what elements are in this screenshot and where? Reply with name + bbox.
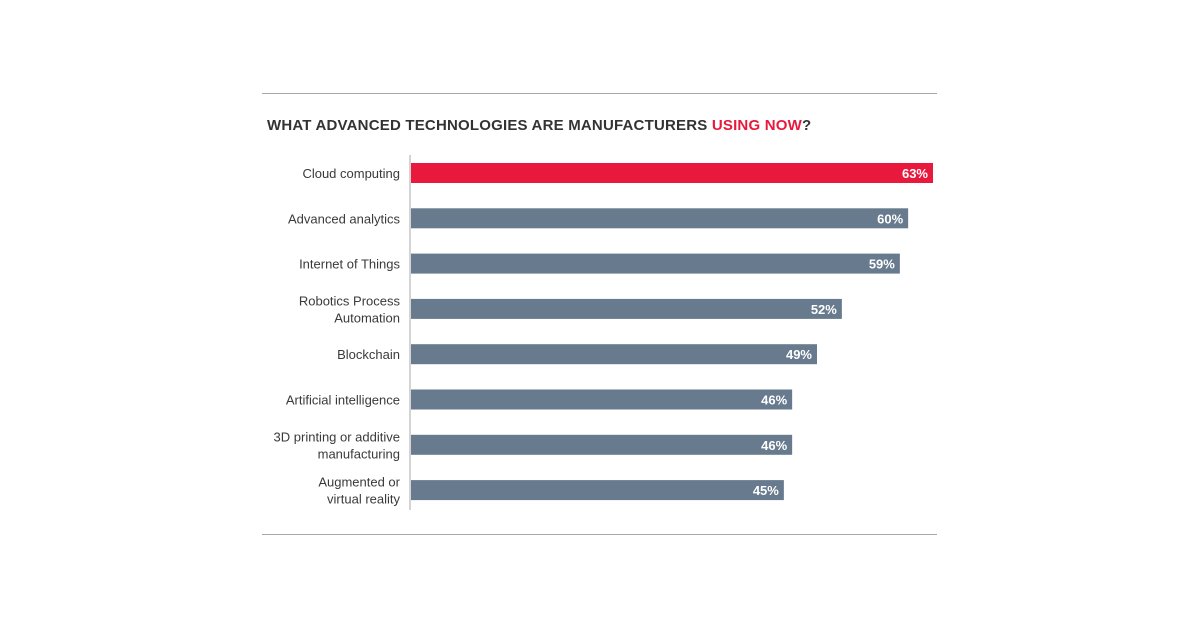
title-end-text: ? <box>801 117 812 134</box>
title-accent-text: USING NOW <box>711 117 802 134</box>
bar-value-label: 46% <box>761 393 787 408</box>
chart-title: WHAT ADVANCED TECHNOLOGIES ARE MANUFACTU… <box>267 117 811 134</box>
bar <box>411 163 933 183</box>
bar <box>411 389 793 410</box>
bar <box>411 480 784 501</box>
bar <box>411 298 842 319</box>
bar <box>411 253 900 274</box>
bar <box>411 344 817 365</box>
category-label: Advanced analytics <box>288 211 401 226</box>
category-label: Blockchain <box>337 347 400 362</box>
category-label: Internet of Things <box>299 257 400 272</box>
bar-value-label: 59% <box>869 257 895 272</box>
category-label: 3D printing or additive manufacturing <box>274 429 400 461</box>
bar-value-label: 49% <box>786 347 812 362</box>
bar-value-label: 60% <box>877 211 903 226</box>
bar <box>411 434 793 455</box>
bar-value-label: 52% <box>811 302 837 317</box>
bottom-rule <box>262 534 937 535</box>
category-label: Cloud computing <box>302 166 400 181</box>
title-text: WHAT ADVANCED TECHNOLOGIES ARE MANUFACTU… <box>267 117 712 134</box>
category-label: Augmented or virtual reality <box>318 475 400 507</box>
top-rule <box>262 93 937 94</box>
bar-value-label: 63% <box>902 166 928 181</box>
category-label: Robotics Process Automation <box>299 293 401 325</box>
bar-value-label: 46% <box>761 438 787 453</box>
bar-value-label: 45% <box>753 483 779 498</box>
category-label: Artificial intelligence <box>286 393 400 408</box>
bar <box>411 208 909 229</box>
